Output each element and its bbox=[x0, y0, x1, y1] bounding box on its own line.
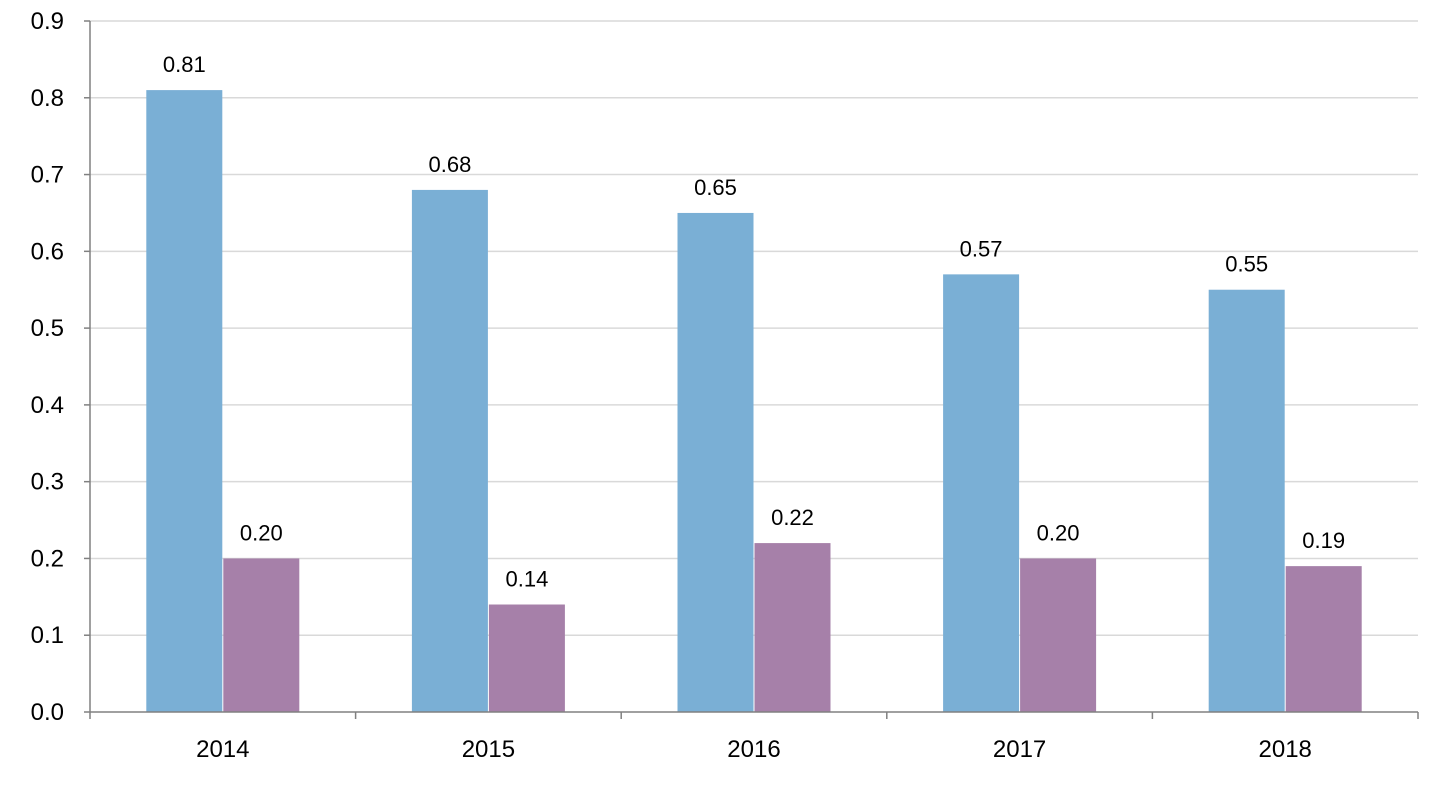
bar bbox=[488, 604, 565, 712]
bar bbox=[1285, 566, 1362, 712]
data-label: 0.68 bbox=[428, 152, 471, 177]
x-tick-label: 2015 bbox=[462, 736, 515, 763]
x-tick-label: 2018 bbox=[1259, 736, 1312, 763]
data-label: 0.65 bbox=[694, 175, 737, 200]
y-tick-label: 0.6 bbox=[31, 238, 64, 265]
bar bbox=[1020, 558, 1097, 712]
data-label: 0.57 bbox=[960, 236, 1003, 261]
data-label: 0.81 bbox=[163, 52, 206, 77]
data-label: 0.55 bbox=[1225, 252, 1268, 277]
x-tick-label: 2014 bbox=[196, 736, 249, 763]
x-tick-label: 2017 bbox=[993, 736, 1046, 763]
y-tick-label: 0.3 bbox=[31, 469, 64, 496]
data-label: 0.20 bbox=[240, 520, 283, 545]
bar bbox=[411, 189, 488, 712]
data-label: 0.19 bbox=[1302, 528, 1345, 553]
bars bbox=[146, 90, 1362, 713]
y-tick-label: 0.7 bbox=[31, 162, 64, 189]
bar bbox=[754, 543, 831, 712]
labels: 0.0 0.1 0.2 0.3 0.4 0.5 0.6 0.7 0.8 0.9 0.81 0.68 0.… bbox=[31, 8, 1345, 763]
bar bbox=[943, 274, 1020, 712]
y-tick-label: 0.8 bbox=[31, 85, 64, 112]
x-tick-label: 2016 bbox=[727, 736, 780, 763]
bar bbox=[223, 558, 300, 712]
axes bbox=[84, 20, 1419, 719]
bar bbox=[1208, 289, 1285, 712]
bar bbox=[146, 90, 223, 713]
y-tick-label: 0.1 bbox=[31, 622, 64, 649]
data-label: 0.14 bbox=[505, 567, 548, 592]
y-tick-label: 0.2 bbox=[31, 545, 64, 572]
data-label: 0.20 bbox=[1037, 520, 1080, 545]
y-tick-label: 0.5 bbox=[31, 315, 64, 342]
gridlines bbox=[90, 20, 1418, 636]
bar bbox=[677, 212, 754, 712]
data-label: 0.22 bbox=[771, 505, 814, 530]
y-tick-label: 0.0 bbox=[31, 699, 64, 726]
y-tick-label: 0.4 bbox=[31, 392, 64, 419]
y-tick-label: 0.9 bbox=[31, 8, 64, 35]
